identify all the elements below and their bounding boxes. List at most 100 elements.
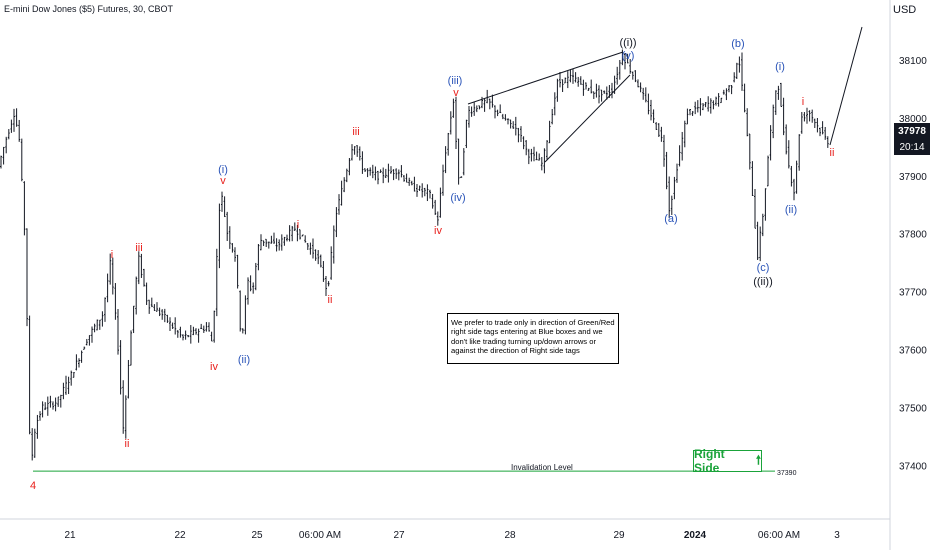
price-tick-label: 37700 [899, 288, 927, 299]
candle [197, 328, 200, 343]
candle [62, 382, 65, 400]
candle [46, 396, 49, 416]
candle [821, 121, 824, 135]
candle [301, 234, 304, 237]
candle [577, 76, 580, 87]
invalidation-value: 37390 [777, 470, 797, 477]
wave-label: (c) [757, 262, 770, 274]
candle [520, 126, 522, 142]
candle [135, 276, 138, 315]
candle [530, 148, 533, 162]
candle [382, 167, 385, 184]
candle [691, 111, 694, 116]
candle [447, 132, 450, 156]
candle [39, 411, 41, 421]
candle [517, 127, 520, 143]
candle [455, 96, 457, 149]
candle [44, 402, 47, 411]
candle [725, 88, 728, 101]
wave-label: i [111, 249, 113, 261]
candle [790, 165, 793, 187]
candle [759, 226, 762, 262]
candle [730, 85, 733, 95]
candle [127, 359, 130, 399]
candle [260, 234, 262, 251]
candle [826, 136, 829, 148]
candle [494, 105, 496, 119]
candle [221, 191, 223, 212]
candle [7, 129, 10, 140]
candle [709, 98, 712, 114]
wave-label: (a) [664, 213, 677, 225]
candle [184, 330, 187, 340]
candle [475, 105, 478, 113]
candle [156, 302, 158, 312]
candle [397, 169, 400, 181]
wave-label: iv [434, 225, 442, 237]
candle [756, 221, 759, 260]
candle [637, 79, 639, 88]
candle [629, 58, 632, 74]
candle [182, 334, 184, 341]
candle [70, 370, 73, 386]
candle [117, 308, 119, 355]
time-tick-label: 29 [613, 530, 625, 541]
candles [0, 49, 829, 461]
candle [429, 189, 431, 199]
candle [309, 242, 312, 255]
candle [618, 60, 621, 80]
candle [210, 331, 213, 342]
candle [491, 94, 494, 108]
candle [65, 375, 67, 395]
time-tick-label: 27 [393, 530, 405, 541]
candle [741, 52, 743, 91]
candle [806, 107, 808, 124]
candle [67, 376, 70, 395]
candle [436, 211, 439, 226]
candle [780, 82, 782, 108]
candle [161, 309, 164, 320]
candle [2, 146, 5, 165]
candle [254, 262, 257, 291]
candle [348, 157, 351, 176]
wave-label: iii [135, 242, 142, 254]
candle [332, 225, 335, 264]
candle [564, 77, 567, 84]
wave-label: v [453, 87, 459, 99]
candle [499, 104, 502, 114]
candle [364, 168, 366, 172]
candle [405, 173, 408, 183]
candle [678, 145, 681, 167]
candle [452, 98, 455, 118]
wave-label: (i) [218, 164, 228, 176]
candle [15, 108, 18, 127]
candle [361, 151, 364, 174]
candle [387, 163, 390, 183]
candle [257, 243, 260, 271]
candle [377, 170, 379, 185]
candle [735, 62, 738, 79]
candle [460, 176, 463, 179]
candle [283, 236, 286, 246]
candle [400, 165, 403, 178]
price-tick-label: 38100 [899, 56, 927, 67]
currency-label[interactable]: USD [893, 4, 917, 16]
candle [689, 108, 691, 116]
trade-note: We prefer to trade only in direction of … [447, 313, 619, 364]
candle [665, 151, 668, 190]
wave-label: iv [210, 361, 218, 373]
candle [10, 119, 13, 133]
candle [351, 144, 353, 161]
candle [787, 140, 790, 169]
right-side-label: Right Side [694, 447, 725, 475]
candle [124, 395, 127, 439]
candle [533, 146, 535, 162]
candle [148, 299, 151, 314]
candle [218, 203, 221, 269]
candle [522, 136, 525, 150]
candle [13, 108, 15, 132]
candle [754, 189, 756, 229]
candle [408, 177, 411, 186]
candle [488, 98, 491, 110]
